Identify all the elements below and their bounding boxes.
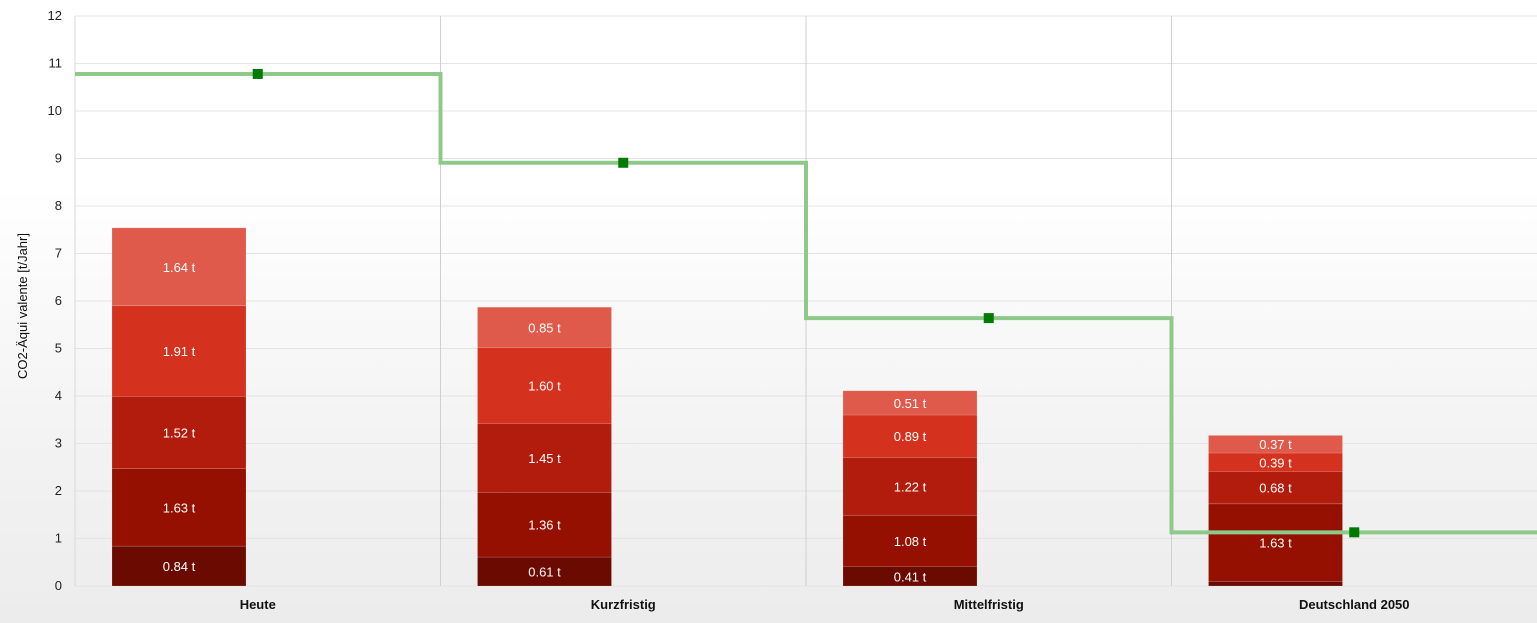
x-category-label: Mittelfristig (954, 597, 1024, 612)
bar-segment (1208, 471, 1343, 505)
bar-segment (111, 305, 247, 397)
y-tick-label: 5 (55, 341, 62, 356)
bar-segment (842, 414, 978, 458)
bar-segment-label: 1.45 t (528, 451, 561, 466)
y-tick-label: 3 (55, 436, 62, 451)
target-line-marker (252, 68, 263, 79)
bar-segment-label: 0.61 t (528, 565, 561, 580)
y-tick-label: 2 (55, 483, 62, 498)
target-line-marker (1349, 527, 1360, 538)
bar-segment-label: 1.36 t (528, 518, 561, 533)
bar-segment-label: 0.84 t (163, 559, 196, 574)
bar-segment-label: 1.64 t (163, 260, 196, 275)
y-tick-label: 7 (55, 246, 62, 261)
y-tick-label: 12 (48, 8, 62, 23)
bar-segment-label: 0.51 t (894, 396, 927, 411)
bar-segment (1208, 503, 1343, 582)
y-axis-title: CO2-Äqui valente [t/Jahr] (15, 233, 30, 379)
y-tick-label: 9 (55, 151, 62, 166)
bar-segment-label: 0.39 t (1259, 455, 1292, 470)
x-category-label: Deutschland 2050 (1299, 597, 1410, 612)
bar-segment-label: 0.89 t (894, 429, 927, 444)
y-tick-label: 11 (49, 56, 63, 71)
y-tick-label: 8 (55, 198, 62, 213)
bar-segment-label: 0.37 t (1259, 437, 1292, 452)
bar-segment (842, 390, 978, 416)
bar-segment (111, 545, 247, 587)
bar-segment-label: 0.41 t (894, 569, 927, 584)
x-category-label: Heute (240, 597, 276, 612)
bar-segment (477, 347, 612, 424)
bar-segment (477, 556, 612, 587)
target-line-marker (983, 313, 994, 324)
x-category-label: Kurzfristig (591, 597, 656, 612)
target-line-marker (618, 157, 629, 168)
bar-segment-label: 1.63 t (1259, 536, 1292, 551)
bar-segment (842, 566, 978, 587)
bar-segment (1208, 580, 1343, 587)
bar-segment (1208, 435, 1343, 454)
bar-segment-label: 1.60 t (528, 379, 561, 394)
bar-segment (477, 423, 612, 493)
bar-segment (111, 227, 247, 307)
target-step-line (75, 71, 1537, 535)
bar-segment (111, 396, 247, 469)
y-tick-label: 0 (55, 578, 62, 593)
bar-segment-label: 1.08 t (894, 534, 927, 549)
bar-segment-label: 0.68 t (1259, 481, 1292, 496)
bar-segment-label: 1.52 t (163, 426, 196, 441)
bar-segment (477, 306, 612, 348)
bar-segment (842, 456, 978, 516)
bar-segment (842, 514, 978, 567)
bar-segment-label: 0.85 t (528, 320, 561, 335)
y-tick-label: 1 (55, 531, 62, 546)
bar-segment (111, 468, 247, 547)
y-tick-label: 4 (55, 388, 62, 403)
bar-segment-label: 1.91 t (163, 344, 196, 359)
y-tick-label: 6 (55, 293, 62, 308)
bar-segment-label: 1.22 t (894, 479, 927, 494)
y-tick-label: 10 (48, 103, 62, 118)
bar-segment-label: 1.63 t (163, 500, 196, 515)
